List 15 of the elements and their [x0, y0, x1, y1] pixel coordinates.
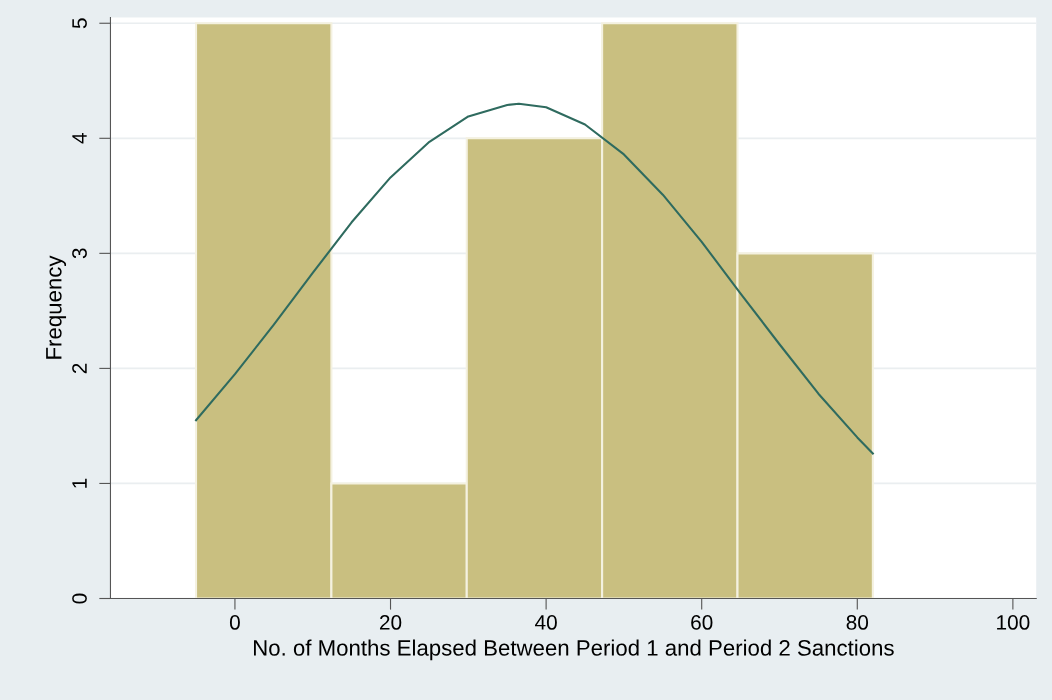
y-tick-label: 5 [72, 18, 87, 29]
x-tick-label: 80 [846, 615, 869, 630]
y-tick-label: 3 [72, 248, 87, 259]
x-axis-title: No. of Months Elapsed Between Period 1 and Period 2 Sanctions [254, 639, 894, 661]
y-tick-label: 1 [72, 478, 87, 488]
line-series [194, 102, 874, 455]
x-tick-label: 100 [997, 615, 1030, 630]
y-axis-title: Frequency [46, 255, 67, 359]
x-tick-label: 60 [691, 615, 713, 630]
y-tick-label: 2 [72, 363, 87, 374]
x-tick-label: 40 [535, 615, 557, 630]
y-tick-label: 0 [72, 593, 87, 604]
y-tick-label: 4 [72, 133, 87, 144]
x-tick-label: 0 [229, 615, 240, 630]
x-tick-label: 20 [379, 615, 402, 630]
